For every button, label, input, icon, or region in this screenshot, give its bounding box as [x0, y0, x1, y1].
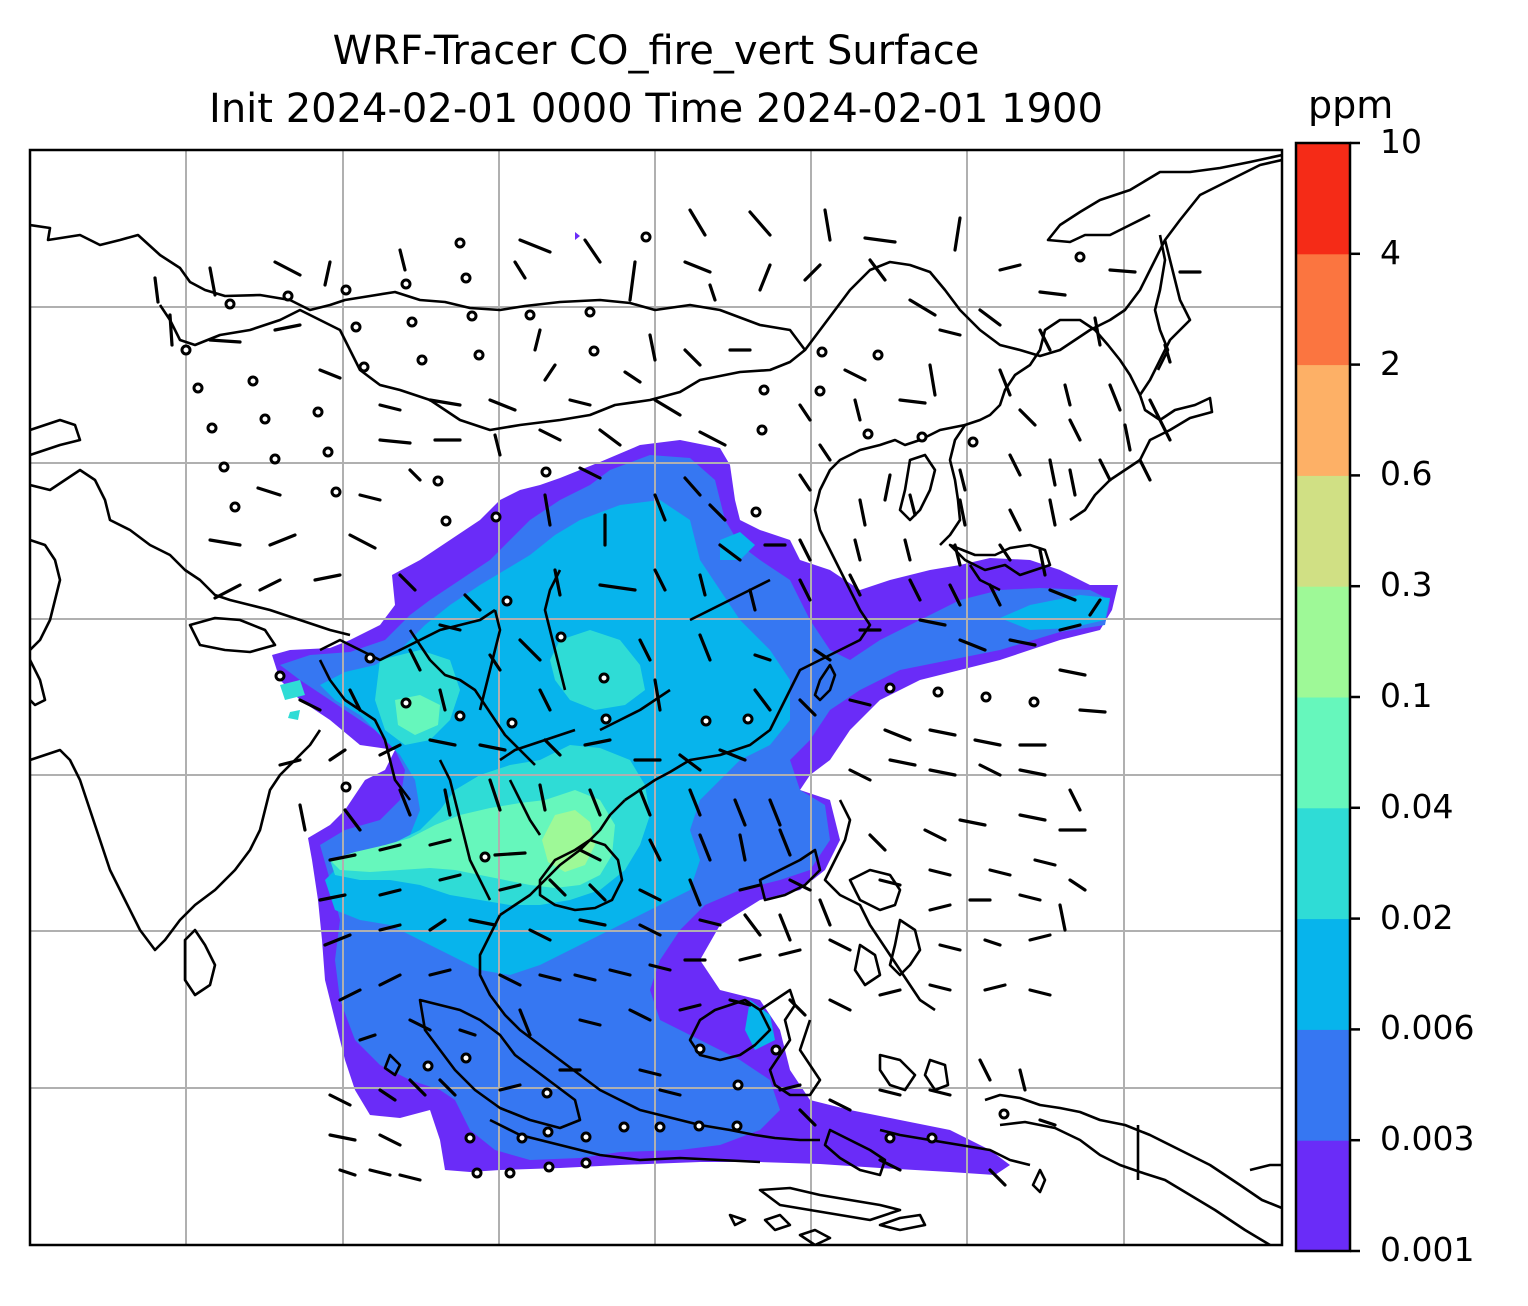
colorbar-segment	[1296, 697, 1350, 809]
colorbar-tick-label: 4	[1380, 232, 1401, 272]
colorbar-segment	[1296, 1140, 1350, 1252]
colorbar-segment	[1296, 1029, 1350, 1141]
wind-barbs	[153, 208, 1202, 1187]
calm-wind-markers	[180, 231, 1086, 1179]
coastlines-and-borders	[30, 153, 1282, 1245]
colorbar-tick-label: 0.1	[1380, 676, 1433, 715]
colorbar-segment	[1296, 475, 1350, 587]
colorbar-segment	[1296, 364, 1350, 476]
colorbar-tick-label: 0.003	[1380, 1119, 1475, 1159]
colorbar-tick-label: 0.6	[1380, 454, 1433, 494]
colorbar-tick-label: 0.006	[1380, 1008, 1475, 1048]
co-level-0.1	[542, 810, 595, 872]
colorbar-segment	[1296, 253, 1350, 366]
colorbar-tick-label: 10	[1380, 122, 1422, 161]
chart-title-line-2: Init 2024-02-01 0000 Time 2024-02-01 190…	[209, 86, 1103, 132]
colorbar-tick-label: 0.3	[1380, 565, 1433, 605]
colorbar-segment	[1296, 807, 1350, 920]
colorbar-units-label: ppm	[1308, 83, 1394, 127]
colorbar-segment	[1296, 586, 1350, 698]
colorbar-tick-label: 0.02	[1380, 897, 1454, 937]
colorbar-tick-label: 0.001	[1380, 1230, 1475, 1269]
colorbar-tick-label: 0.04	[1380, 786, 1454, 826]
map-frame	[28, 148, 1284, 1247]
map-gridlines	[30, 150, 1282, 1245]
colorbar-tick-label: 2	[1380, 343, 1401, 383]
colorbar	[1294, 141, 1360, 1253]
colorbar-segment	[1296, 918, 1350, 1030]
colorbar-segment	[1296, 143, 1350, 255]
chart-title-line-1: WRF-Tracer CO_fire_vert Surface	[332, 28, 980, 74]
